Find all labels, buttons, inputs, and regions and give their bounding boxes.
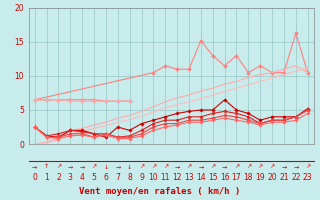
Text: ↓: ↓ [127,164,132,170]
Text: →: → [68,164,73,170]
Text: 10: 10 [148,172,158,182]
Text: 3: 3 [68,172,73,182]
Text: →: → [80,164,85,170]
Text: 9: 9 [139,172,144,182]
Text: ↗: ↗ [151,164,156,170]
Text: →: → [222,164,227,170]
Text: →: → [115,164,120,170]
Text: →: → [281,164,286,170]
Text: ↗: ↗ [163,164,168,170]
Text: →: → [293,164,299,170]
Text: ↓: ↓ [103,164,108,170]
Text: 16: 16 [220,172,229,182]
Text: ↗: ↗ [92,164,97,170]
Text: ↑: ↑ [44,164,49,170]
Text: 4: 4 [80,172,84,182]
Text: 8: 8 [127,172,132,182]
Text: Vent moyen/en rafales ( km/h ): Vent moyen/en rafales ( km/h ) [79,188,241,196]
Text: 19: 19 [255,172,265,182]
Text: ↗: ↗ [258,164,263,170]
Text: ↗: ↗ [234,164,239,170]
Text: 5: 5 [92,172,97,182]
Text: 7: 7 [116,172,120,182]
Text: →: → [32,164,37,170]
Text: 15: 15 [208,172,218,182]
Text: 1: 1 [44,172,49,182]
Text: 18: 18 [244,172,253,182]
Text: ↗: ↗ [186,164,192,170]
Text: 13: 13 [184,172,194,182]
Text: 12: 12 [172,172,182,182]
Text: ↗: ↗ [139,164,144,170]
Text: 20: 20 [267,172,277,182]
Text: 6: 6 [103,172,108,182]
Text: →: → [198,164,204,170]
Text: ↗: ↗ [269,164,275,170]
Text: 14: 14 [196,172,206,182]
Text: 21: 21 [279,172,289,182]
Text: 2: 2 [56,172,61,182]
Text: ↗: ↗ [246,164,251,170]
Text: 0: 0 [32,172,37,182]
Text: 11: 11 [161,172,170,182]
Text: ↗: ↗ [305,164,310,170]
Text: 22: 22 [291,172,300,182]
Text: 23: 23 [303,172,312,182]
Text: →: → [174,164,180,170]
Text: ↗: ↗ [56,164,61,170]
Text: ↗: ↗ [210,164,215,170]
Text: 17: 17 [232,172,241,182]
